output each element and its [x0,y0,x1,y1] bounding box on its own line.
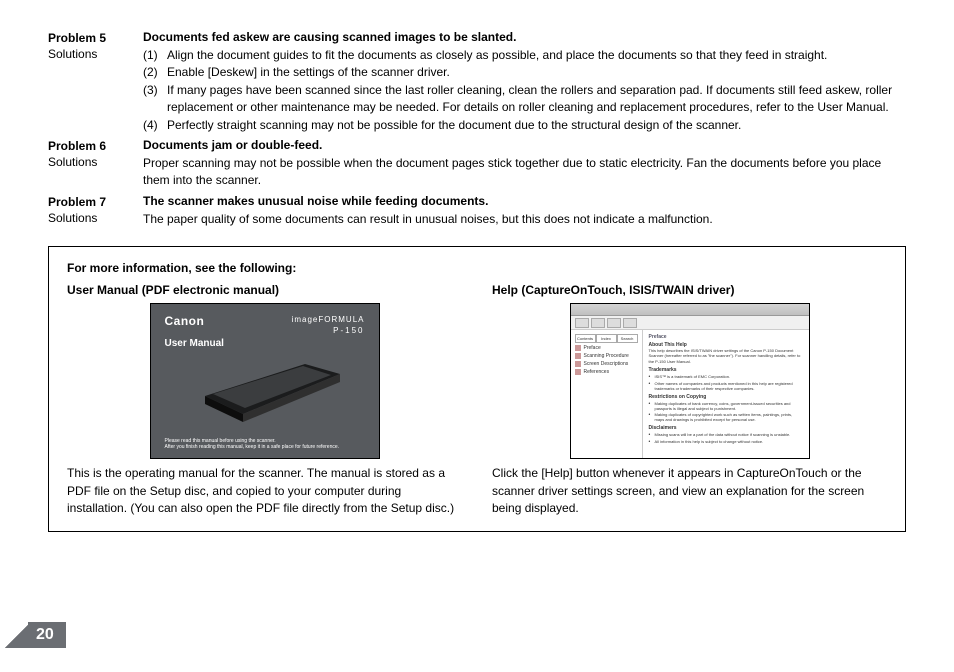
problem-title: The scanner makes unusual noise while fe… [143,194,906,208]
info-description: This is the operating manual for the sca… [67,465,462,517]
model-text: P-150 [333,326,364,335]
problem-label: Problem 6 [48,138,143,153]
solutions-label: Solutions [48,47,143,61]
user-manual-label: User Manual [165,338,224,349]
info-column-left: User Manual (PDF electronic manual) Cano… [67,283,462,517]
solutions-list: (1)Align the document guides to fit the … [143,47,906,134]
info-heading: For more information, see the following: [67,261,887,275]
canon-logo: Canon [165,314,205,328]
solutions-label: Solutions [48,211,143,225]
problem-label: Problem 7 [48,194,143,209]
problem-title: Documents fed askew are causing scanned … [143,30,906,44]
problem-header-row: Problem 5 Documents fed askew are causin… [48,30,906,45]
item-text: Align the document guides to fit the doc… [167,47,906,64]
troubleshooting-list: Problem 5 Documents fed askew are causin… [48,30,906,228]
cover-note: Please read this manual before using the… [165,438,340,450]
problem-header-row: Problem 6 Documents jam or double-feed. [48,138,906,153]
item-text: Enable [Deskew] in the settings of the s… [167,64,906,81]
item-text: If many pages have been scanned since th… [167,82,906,117]
page-number: 20 [28,622,66,648]
page-footer: 20 [0,622,66,648]
help-window-image: ContentsIndexSearch Preface Scanning Pro… [570,303,810,459]
problem-title: Documents jam or double-feed. [143,138,906,152]
info-column-right: Help (CaptureOnTouch, ISIS/TWAIN driver)… [492,283,887,517]
brand-text: imageFORMULA [292,315,365,324]
info-description: Click the [Help] button whenever it appe… [492,465,887,517]
problem-label: Problem 5 [48,30,143,45]
info-subheading: User Manual (PDF electronic manual) [67,283,462,297]
item-number: (4) [143,117,167,134]
item-text: Perfectly straight scanning may not be p… [167,117,906,134]
solutions-row: Solutions Proper scanning may not be pos… [48,155,906,190]
scanner-illustration-icon [195,356,345,424]
more-information-box: For more information, see the following:… [48,246,906,532]
item-number: (1) [143,47,167,64]
problem-header-row: Problem 7 The scanner makes unusual nois… [48,194,906,209]
page-decoration-icon [0,622,30,648]
item-number: (2) [143,64,167,81]
solutions-label: Solutions [48,155,143,169]
info-subheading: Help (CaptureOnTouch, ISIS/TWAIN driver) [492,283,887,297]
help-content-pane: Preface About This Help This help descri… [643,330,809,458]
item-number: (3) [143,82,167,117]
user-manual-cover-image: Canon imageFORMULA P-150 User Manual Ple… [150,303,380,459]
help-sidebar: ContentsIndexSearch Preface Scanning Pro… [571,330,643,458]
solutions-row: Solutions The paper quality of some docu… [48,211,906,228]
solution-text: Proper scanning may not be possible when… [143,155,906,190]
solutions-row: Solutions (1)Align the document guides t… [48,47,906,134]
solution-text: The paper quality of some documents can … [143,211,906,228]
